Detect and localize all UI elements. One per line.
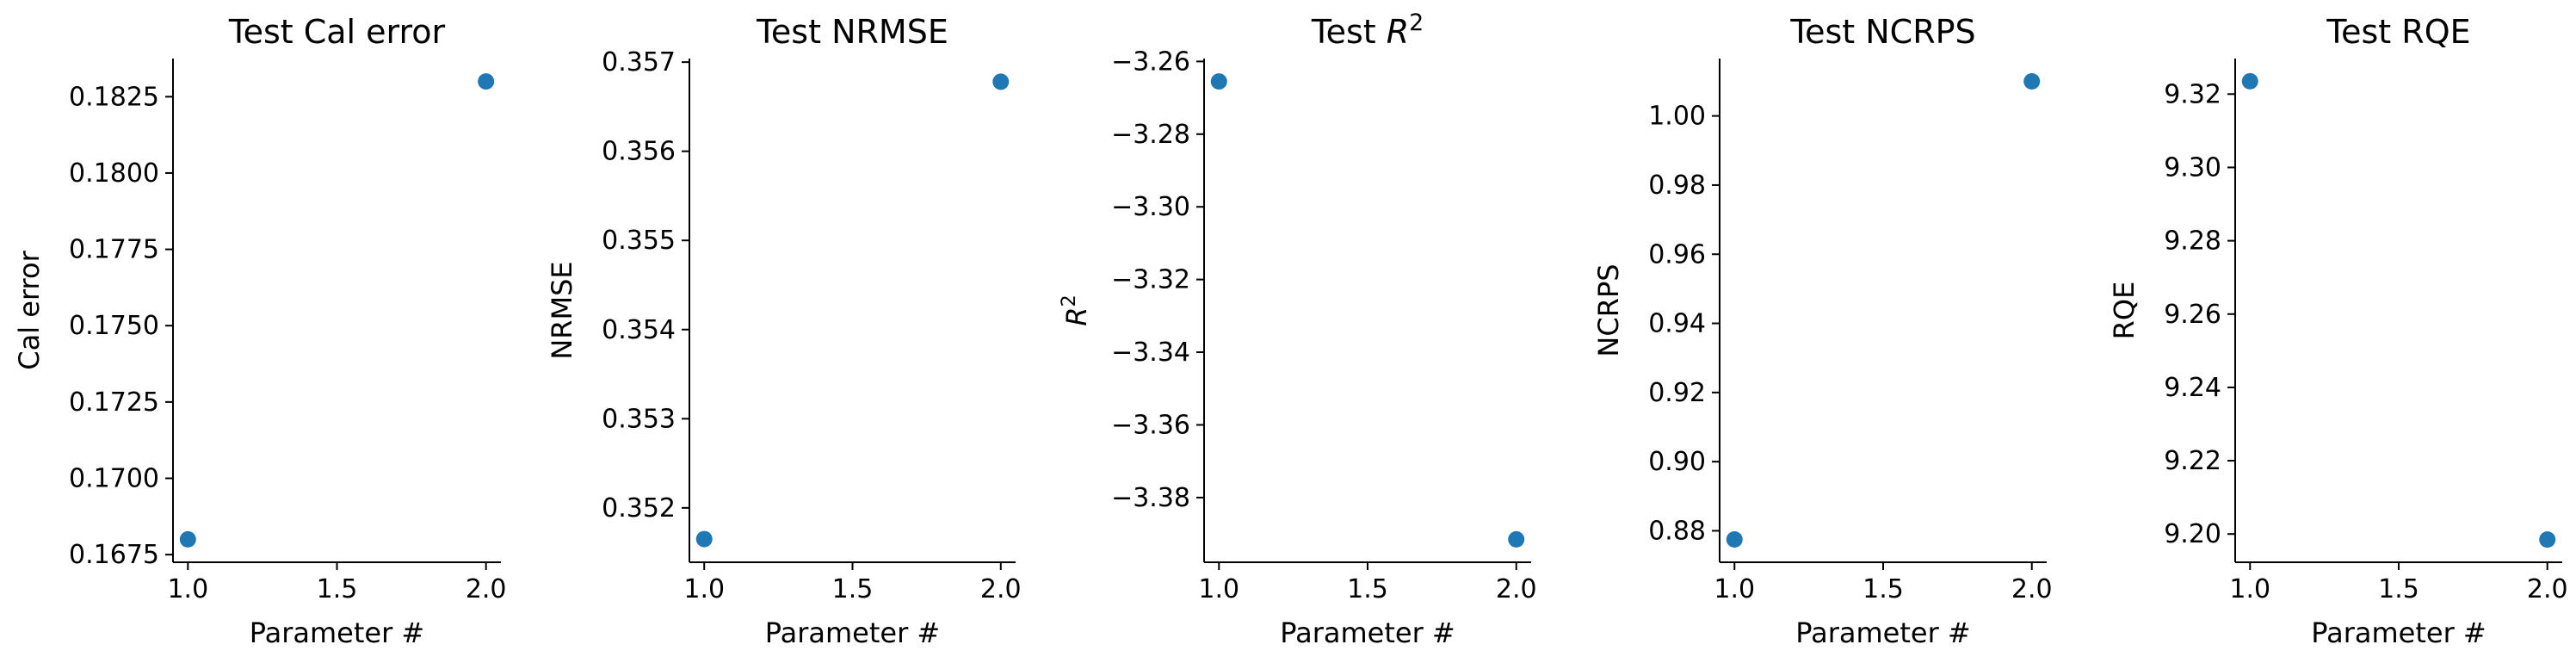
data-point xyxy=(1726,531,1743,548)
y-tick-label: 9.32 xyxy=(2164,79,2221,109)
y-axis-label: R2 xyxy=(1058,294,1093,325)
x-axis-label: Parameter # xyxy=(1795,617,1970,649)
y-tick-label: 0.354 xyxy=(602,315,676,345)
data-point xyxy=(2241,72,2258,90)
x-tick-label: 1.0 xyxy=(167,574,208,604)
y-tick-label: −3.32 xyxy=(1111,265,1190,295)
x-tick-label: 1.5 xyxy=(832,574,874,604)
data-point xyxy=(695,530,713,548)
data-point xyxy=(179,530,196,548)
y-tick-label: 0.1825 xyxy=(69,82,159,112)
chart-title: Test R2 xyxy=(1311,9,1424,52)
y-tick-label: 0.1800 xyxy=(69,158,159,189)
x-tick-label: 1.5 xyxy=(1863,574,1904,604)
chart-panel-3: Test R2 1.0 1.5 2.0 −3.26 −3.28 −3.30 −3.32 −3.3… xyxy=(1058,9,1537,650)
y-tick-label: 0.92 xyxy=(1648,378,1706,408)
y-axis-label: RQE xyxy=(2108,282,2140,340)
x-tick-label: 2.0 xyxy=(1496,574,1537,604)
chart-panel-2: Test NRMSE 1.0 1.5 2.0 0.352 0.353 0.354 0.355 0… xyxy=(546,13,1022,649)
y-axis-label: Cal error xyxy=(13,250,46,369)
y-tick-label: 0.94 xyxy=(1648,309,1706,339)
y-tick-label: −3.34 xyxy=(1111,338,1190,368)
y-tick-label: 0.1725 xyxy=(69,387,159,418)
y-tick-label: 0.356 xyxy=(602,137,676,167)
x-axis-label: Parameter # xyxy=(765,617,940,649)
chart-title: Test Cal error xyxy=(228,13,446,51)
data-point xyxy=(2023,72,2041,90)
x-tick-label: 1.5 xyxy=(1347,574,1388,604)
x-tick-label: 1.0 xyxy=(2229,574,2270,604)
y-tick-label: 0.1775 xyxy=(69,235,159,265)
data-point xyxy=(478,73,495,90)
x-tick-label: 1.5 xyxy=(2378,574,2419,604)
y-tick-label: 0.1675 xyxy=(69,540,159,570)
chart-title: Test NCRPS xyxy=(1789,13,1975,51)
chart-panel-4: Test NCRPS 1.0 1.5 2.0 0.88 0.90 0.92 0.94 0.96 0… xyxy=(1592,13,2053,649)
y-tick-label: 9.20 xyxy=(2164,519,2221,549)
y-tick-label: 9.30 xyxy=(2164,152,2221,183)
y-axis-label: NCRPS xyxy=(1592,263,1625,356)
chart-panel-1: Test Cal error 1.0 1.5 2.0 0.1675 0.1700 0.172… xyxy=(13,13,507,649)
y-tick-label: −3.30 xyxy=(1111,192,1190,222)
x-tick-label: 1.0 xyxy=(683,574,725,604)
chart-title: Test NRMSE xyxy=(756,13,948,51)
y-tick-label: 0.88 xyxy=(1648,516,1706,546)
y-tick-label: 0.357 xyxy=(602,47,676,77)
y-tick-label: 1.00 xyxy=(1648,102,1706,132)
x-tick-label: 1.0 xyxy=(1198,574,1239,604)
y-tick-label: 0.1700 xyxy=(69,464,159,494)
x-tick-label: 2.0 xyxy=(2011,574,2053,604)
x-axis-label: Parameter # xyxy=(1280,617,1455,649)
x-tick-label: 2.0 xyxy=(2527,574,2568,604)
y-tick-label: 9.24 xyxy=(2164,373,2221,403)
y-tick-label: 0.90 xyxy=(1648,447,1706,477)
x-tick-label: 1.0 xyxy=(1714,574,1755,604)
chart-title: Test RQE xyxy=(2326,13,2470,51)
y-tick-label: 9.26 xyxy=(2164,300,2221,330)
chart-panel-5: Test RQE 1.0 1.5 2.0 9.20 9.22 9.24 9.26 9.28 9.3… xyxy=(2108,13,2568,649)
data-point xyxy=(2539,531,2556,548)
y-axis-label: NRMSE xyxy=(546,261,578,359)
y-tick-label: −3.36 xyxy=(1111,410,1190,440)
x-axis-label: Parameter # xyxy=(250,617,424,649)
x-tick-label: 2.0 xyxy=(980,574,1022,604)
data-point xyxy=(1210,73,1227,90)
y-tick-label: 0.352 xyxy=(602,493,676,524)
x-tick-label: 2.0 xyxy=(466,574,507,604)
y-tick-label: −3.26 xyxy=(1111,46,1190,77)
y-tick-label: 0.353 xyxy=(602,404,676,434)
y-tick-label: 9.22 xyxy=(2164,446,2221,476)
x-axis-label: Parameter # xyxy=(2311,617,2486,649)
data-point xyxy=(1508,530,1525,548)
y-tick-label: 9.28 xyxy=(2164,226,2221,257)
y-tick-label: −3.38 xyxy=(1111,483,1190,513)
y-tick-label: 0.355 xyxy=(602,226,676,256)
data-point xyxy=(992,73,1010,90)
y-tick-label: 0.98 xyxy=(1648,170,1706,201)
y-tick-label: 0.1750 xyxy=(69,311,159,341)
y-tick-label: 0.96 xyxy=(1648,239,1706,270)
x-tick-label: 1.5 xyxy=(317,574,358,604)
y-tick-label: −3.28 xyxy=(1111,120,1190,150)
